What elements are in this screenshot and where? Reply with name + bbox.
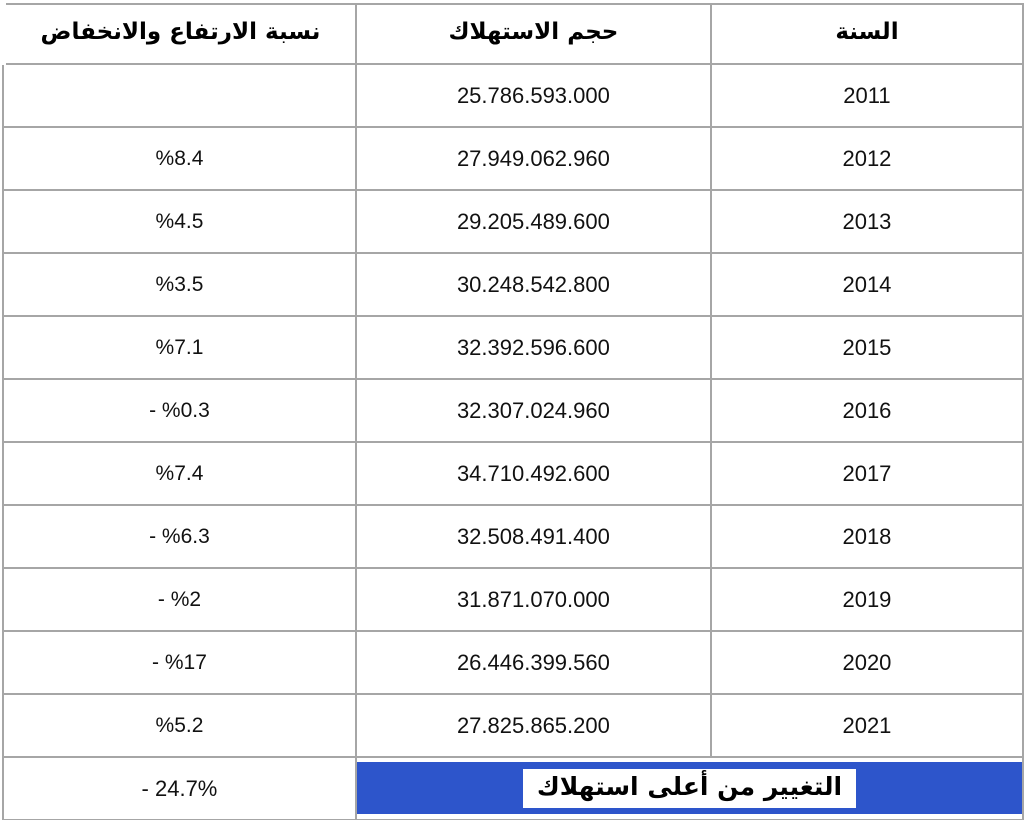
consumption-cell: 27.825.865.200 bbox=[354, 693, 712, 758]
consumption-cell: 34.710.492.600 bbox=[354, 441, 712, 506]
table-row: 2017 34.710.492.600 %7.4 bbox=[2, 441, 1024, 506]
consumption-cell: 29.205.489.600 bbox=[354, 189, 712, 254]
header-label-year: السنة bbox=[825, 14, 909, 54]
header-label-change: نسبة الارتفاع والانخفاض bbox=[30, 14, 331, 54]
change-cell: %3.5 bbox=[2, 252, 357, 317]
consumption-cell: 30.248.542.800 bbox=[354, 252, 712, 317]
table-row: 2015 32.392.596.600 %7.1 bbox=[2, 315, 1024, 380]
change-cell: - %0.3 bbox=[2, 378, 357, 443]
change-cell: - %6.3 bbox=[2, 504, 357, 569]
footer-row: التغيير من أعلى استهلاك - 24.7% bbox=[2, 756, 1024, 820]
consumption-cell: 26.446.399.560 bbox=[354, 630, 712, 695]
change-cell: - %17 bbox=[2, 630, 357, 695]
change-cell bbox=[2, 63, 357, 128]
table-row: 2019 31.871.070.000- %2 bbox=[2, 567, 1024, 632]
change-cell: %7.4 bbox=[2, 441, 357, 506]
consumption-cell: 31.871.070.000 bbox=[354, 567, 712, 632]
table-row: 2020 26.446.399.560- %17 bbox=[2, 630, 1024, 695]
year-cell: 2011 bbox=[709, 63, 1024, 128]
footer-merged-cell: التغيير من أعلى استهلاك bbox=[354, 756, 1024, 820]
consumption-table: السنة حجم الاستهلاك نسبة الارتفاع والانخ… bbox=[0, 3, 1024, 820]
table-row: 2016 32.307.024.960- %0.3 bbox=[2, 378, 1024, 443]
change-cell: - %2 bbox=[2, 567, 357, 632]
header-cell-year: السنة bbox=[709, 3, 1024, 65]
table-footer: التغيير من أعلى استهلاك - 24.7% bbox=[2, 756, 1024, 820]
year-cell: 2017 bbox=[709, 441, 1024, 506]
consumption-cell: 32.307.024.960 bbox=[354, 378, 712, 443]
footer-label: التغيير من أعلى استهلاك bbox=[522, 768, 857, 808]
year-cell: 2015 bbox=[709, 315, 1024, 380]
consumption-cell: 27.949.062.960 bbox=[354, 126, 712, 191]
year-cell: 2020 bbox=[709, 630, 1024, 695]
change-cell: %8.4 bbox=[2, 126, 357, 191]
header-row: السنة حجم الاستهلاك نسبة الارتفاع والانخ… bbox=[0, 3, 1024, 65]
footer-blue-bar: التغيير من أعلى استهلاك bbox=[356, 762, 1022, 814]
table-row: 2021 27.825.865.200 %5.2 bbox=[2, 693, 1024, 758]
table-row: 2013 29.205.489.600 %4.5 bbox=[2, 189, 1024, 254]
year-cell: 2013 bbox=[709, 189, 1024, 254]
year-cell: 2019 bbox=[709, 567, 1024, 632]
change-cell: %4.5 bbox=[2, 189, 357, 254]
consumption-cell: 32.392.596.600 bbox=[354, 315, 712, 380]
table-header: السنة حجم الاستهلاك نسبة الارتفاع والانخ… bbox=[0, 3, 1024, 65]
header-cell-consumption: حجم الاستهلاك bbox=[354, 3, 712, 65]
footer-change-value: - 24.7% bbox=[2, 756, 357, 820]
year-cell: 2012 bbox=[709, 126, 1024, 191]
year-cell: 2018 bbox=[709, 504, 1024, 569]
year-cell: 2021 bbox=[709, 693, 1024, 758]
header-cell-change: نسبة الارتفاع والانخفاض bbox=[0, 3, 357, 65]
header-label-consumption: حجم الاستهلاك bbox=[438, 14, 629, 54]
year-cell: 2014 bbox=[709, 252, 1024, 317]
table-body: 2011 25.786.593.000 2012 27.949.062.960 %8.4… bbox=[2, 63, 1024, 758]
change-cell: %7.1 bbox=[2, 315, 357, 380]
year-cell: 2016 bbox=[709, 378, 1024, 443]
table-row: 2011 25.786.593.000 bbox=[2, 63, 1024, 128]
change-cell: %5.2 bbox=[2, 693, 357, 758]
consumption-cell: 32.508.491.400 bbox=[354, 504, 712, 569]
table-row: 2014 30.248.542.800 %3.5 bbox=[2, 252, 1024, 317]
table-row: 2012 27.949.062.960 %8.4 bbox=[2, 126, 1024, 191]
table-row: 2018 32.508.491.400- %6.3 bbox=[2, 504, 1024, 569]
consumption-cell: 25.786.593.000 bbox=[354, 63, 712, 128]
